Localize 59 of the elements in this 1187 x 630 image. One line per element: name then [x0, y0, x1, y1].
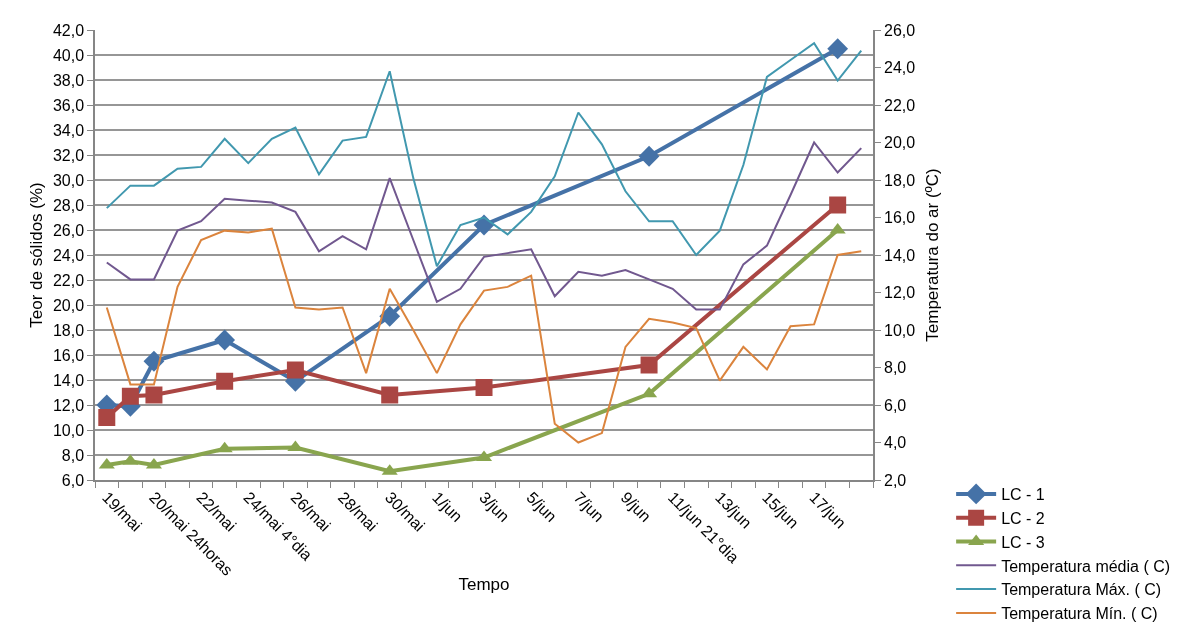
y-tick-label: 16,0	[52, 346, 85, 364]
point	[381, 386, 399, 404]
y-tick-label: 38,0	[52, 71, 85, 89]
y-tick-label: 40,0	[52, 46, 85, 64]
y2-tick-label: 20,0	[883, 134, 916, 152]
y2-axis-title: Temperatura do ar (ºC)	[923, 168, 943, 342]
line-series	[105, 141, 863, 311]
y-tick-label: 24,0	[52, 246, 85, 264]
y-tick-label: 22,0	[52, 271, 85, 289]
point	[475, 379, 493, 396]
y-tick-label: 30,0	[52, 171, 85, 189]
legend-label: LC - 3	[1001, 533, 1045, 551]
y2-tick-label: 2,0	[883, 471, 907, 489]
point	[638, 145, 660, 167]
y2-tick-label: 24,0	[883, 59, 916, 77]
line-series	[105, 227, 863, 444]
point	[145, 386, 163, 404]
legend-label: Temperatura Máx. ( C)	[1001, 581, 1162, 599]
point	[216, 441, 233, 453]
y2-tick-label: 8,0	[883, 359, 907, 377]
y-tick-label: 28,0	[52, 196, 85, 214]
y-tick-label: 20,0	[52, 296, 85, 314]
y2-tick-label: 12,0	[883, 284, 916, 302]
y-tick-label: 14,0	[52, 371, 85, 389]
x-axis-title: Tempo	[458, 574, 510, 594]
y-tick-label: 18,0	[52, 321, 85, 339]
y-tick-label: 36,0	[52, 96, 85, 114]
point	[829, 196, 847, 214]
point	[286, 361, 304, 379]
line-series	[105, 42, 863, 268]
point	[121, 387, 139, 405]
point	[640, 356, 658, 374]
point	[216, 372, 234, 390]
y-tick-label: 32,0	[52, 146, 85, 164]
y2-tick-label: 22,0	[883, 96, 916, 114]
y-tick-label: 8,0	[61, 446, 85, 464]
point	[379, 305, 401, 327]
y2-tick-label: 18,0	[883, 171, 916, 189]
legend-label: Temperatura Mín. ( C)	[1001, 605, 1158, 623]
point	[214, 329, 236, 351]
point	[98, 409, 116, 426]
y-axis-title: Teor de sólidos (%)	[26, 182, 46, 328]
y2-tick-label: 14,0	[883, 246, 916, 264]
y-tick-label: 26,0	[52, 221, 85, 239]
point	[827, 38, 849, 60]
y2-tick-label: 26,0	[883, 21, 916, 39]
y-tick-label: 42,0	[52, 21, 85, 39]
legend-label: Temperatura média ( C)	[1001, 557, 1171, 575]
legend-label: LC - 1	[1001, 486, 1045, 504]
y-tick-label: 10,0	[52, 421, 85, 439]
y2-tick-label: 4,0	[883, 434, 907, 452]
y-tick-label: 12,0	[52, 396, 85, 414]
y2-tick-label: 16,0	[883, 209, 916, 227]
y-tick-label: 6,0	[61, 471, 85, 489]
y2-tick-label: 10,0	[883, 321, 916, 339]
legend-label: LC - 2	[1001, 509, 1045, 527]
y-tick-label: 34,0	[52, 121, 85, 139]
point	[143, 350, 165, 372]
y2-tick-label: 6,0	[883, 396, 907, 414]
